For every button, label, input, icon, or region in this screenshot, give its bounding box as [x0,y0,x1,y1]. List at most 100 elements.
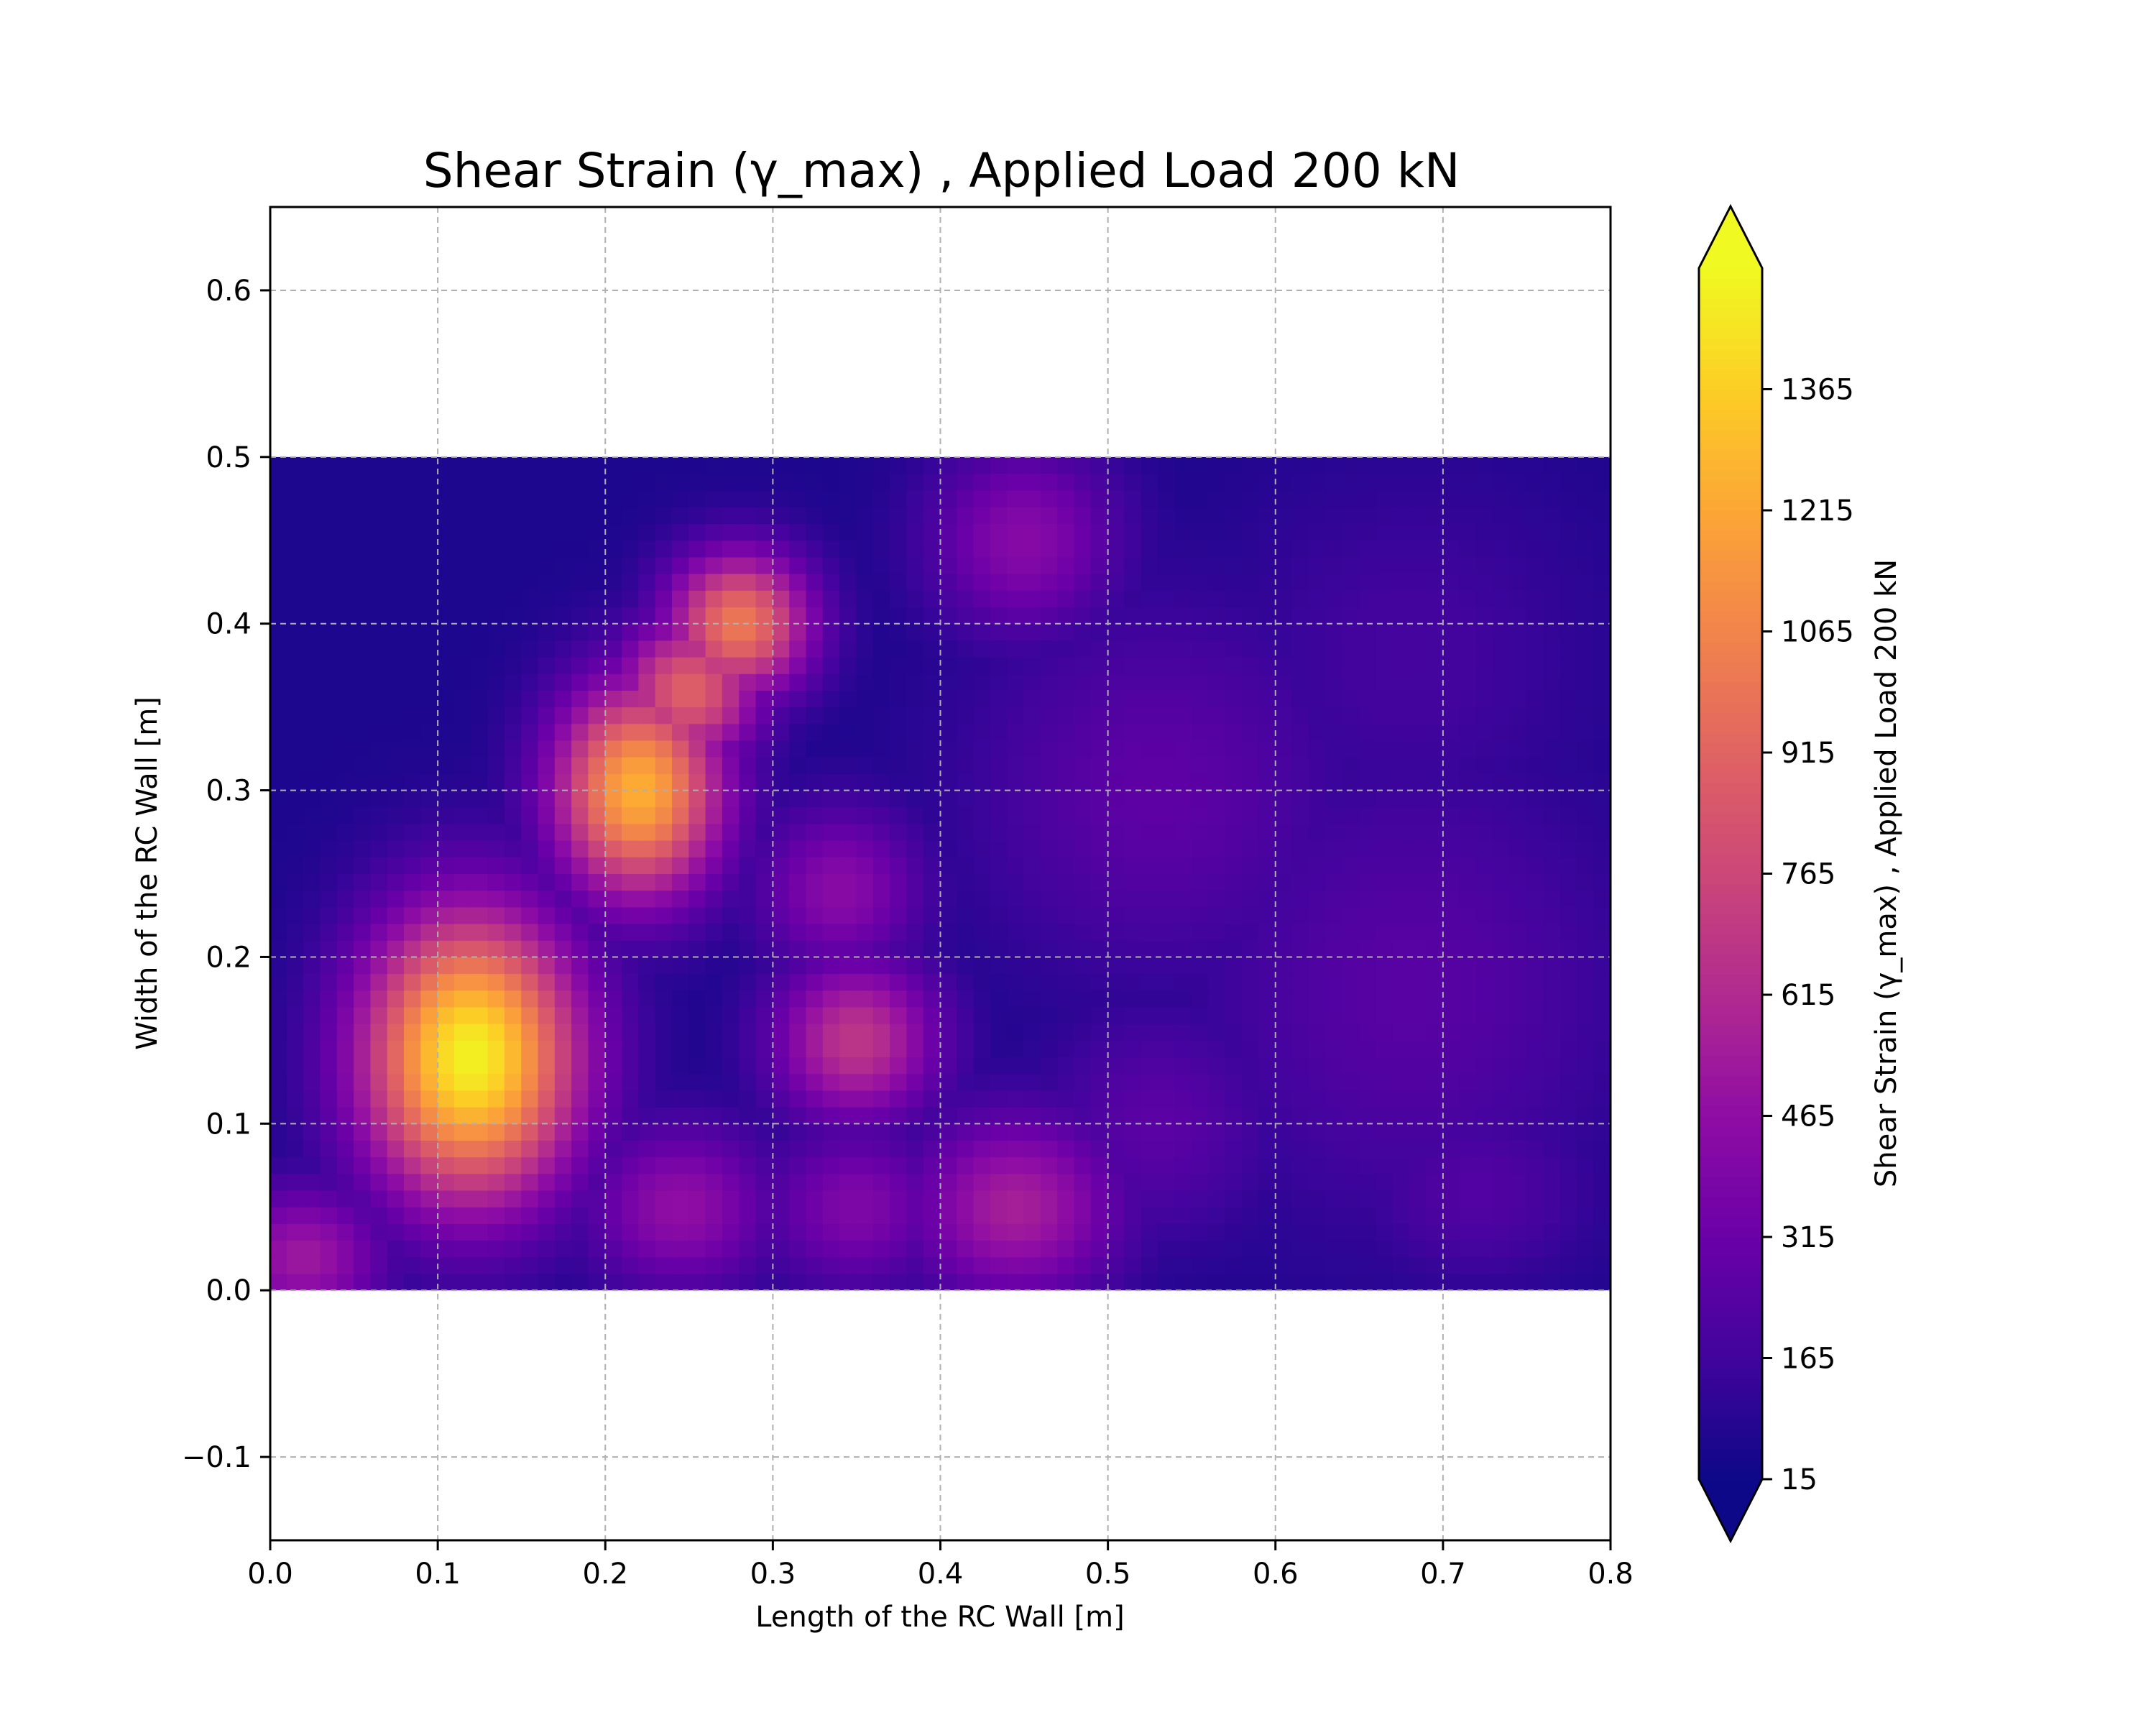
heatmap-cell [1376,840,1393,857]
heatmap-cell [1258,740,1276,758]
heatmap-cell [1493,923,1511,941]
heatmap-cell [604,1173,623,1191]
heatmap-cell [755,1240,773,1258]
heatmap-cell [705,756,723,774]
heatmap-cell [1090,939,1109,957]
heatmap-cell [1124,1039,1142,1058]
heatmap-cell [437,956,455,975]
heatmap-cell [1543,906,1561,924]
heatmap-cell [655,790,673,808]
heatmap-cell [1074,1073,1092,1091]
heatmap-cell [370,806,388,824]
heatmap-cell [1141,673,1159,691]
heatmap-cell [1158,840,1176,857]
heatmap-cell [755,1106,773,1124]
heatmap-cell [1526,906,1544,924]
heatmap-cell [504,906,522,924]
heatmap-cell [872,673,891,691]
heatmap-cell [957,589,975,607]
heatmap-cell [655,540,673,558]
heatmap-cell [1225,1190,1243,1208]
heatmap-cell [588,823,606,841]
heatmap-cell [538,873,556,891]
heatmap-cell [286,589,305,607]
heatmap-cell [1275,673,1293,691]
heatmap-cell [404,1039,422,1058]
heatmap-cell [471,707,489,724]
heatmap-cell [638,1006,656,1024]
heatmap-cell [1376,873,1393,891]
heatmap-cell [990,473,1008,491]
heatmap-cell [354,1173,372,1191]
heatmap-cell [1358,489,1377,507]
heatmap-cell [822,856,841,874]
heatmap-cell [1358,790,1377,808]
heatmap-cell [1040,707,1059,724]
heatmap-cell [672,1039,690,1058]
heatmap-cell [906,523,924,541]
heatmap-cell [1442,1140,1460,1158]
heatmap-cell [957,1240,975,1258]
heatmap-cell [789,506,807,525]
heatmap-cell [1426,1090,1444,1108]
heatmap-cell [1057,640,1075,658]
heatmap-cell [521,806,539,824]
heatmap-cell [739,840,757,857]
heatmap-cell [303,1190,321,1208]
heatmap-cell [1342,1240,1360,1258]
heatmap-cell [320,1156,338,1174]
heatmap-cell [437,1073,455,1091]
heatmap-cell [755,689,773,708]
heatmap-cell [1426,990,1444,1008]
heatmap-cell [806,489,824,507]
heatmap-cell [672,623,690,641]
heatmap-cell [822,1039,841,1058]
heatmap-cell [856,1106,874,1124]
heatmap-cell [504,756,522,774]
heatmap-cell [1442,973,1460,991]
heatmap-cell [772,939,791,957]
colorbar-segment [1699,631,1762,642]
heatmap-cell [270,1273,287,1291]
heatmap-cell [638,623,656,641]
heatmap-cell [554,556,573,574]
heatmap-cell [1543,540,1561,558]
heatmap-cell [571,1140,589,1158]
heatmap-cell [538,707,556,724]
heatmap-cell [1325,1023,1343,1041]
colorbar-segment [1699,702,1762,713]
heatmap-cell [1409,707,1427,724]
heatmap-cell [1225,856,1243,874]
heatmap-cell [1543,556,1561,574]
heatmap-cell [856,1023,874,1041]
heatmap-cell [1124,990,1142,1008]
heatmap-cell [1158,873,1176,891]
heatmap-cell [1291,1156,1309,1174]
heatmap-cell [755,1156,773,1174]
heatmap-cell [872,689,891,708]
x-tick-label: 0.8 [1588,1558,1634,1591]
heatmap-cell [806,740,824,758]
heatmap-cell [1208,990,1226,1008]
heatmap-cell [1241,1223,1259,1241]
heatmap-cell [1291,906,1309,924]
heatmap-cell [1191,489,1209,507]
heatmap-cell [1291,1140,1309,1158]
heatmap-cell [571,1106,589,1124]
heatmap-cell [270,1006,287,1024]
heatmap-cell [437,1057,455,1075]
heatmap-cell [1308,790,1327,808]
heatmap-cell [1543,790,1561,808]
heatmap-cell [471,806,489,824]
heatmap-cell [538,540,556,558]
heatmap-cell [973,1073,991,1091]
heatmap-cell [1124,607,1142,625]
heatmap-cell [1191,873,1209,891]
heatmap-cell [1560,923,1577,941]
heatmap-cell [789,990,807,1008]
heatmap-cell [404,873,422,891]
heatmap-cell [320,923,338,941]
heatmap-cell [1225,1273,1243,1291]
heatmap-cell [1057,1073,1075,1091]
heatmap-cell [772,689,791,708]
